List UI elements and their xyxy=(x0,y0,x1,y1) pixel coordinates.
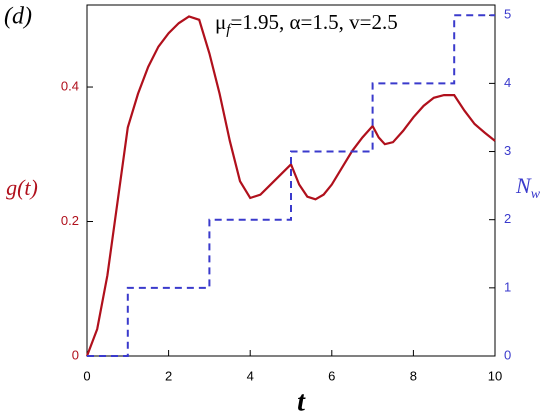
series-line xyxy=(85,15,496,357)
annotation-sub: f xyxy=(226,22,232,38)
y-tick-label: 0 xyxy=(72,347,79,362)
y2-tick-label: 3 xyxy=(504,143,511,158)
y2-tick-label: 2 xyxy=(504,211,511,226)
annotation-part: =1.95, α=1.5, v=2.5 xyxy=(230,10,397,34)
series-line xyxy=(87,14,495,357)
y-tick-label: 0.2 xyxy=(61,213,79,228)
plot-frame xyxy=(86,4,496,357)
y2-tick-label: 4 xyxy=(504,75,511,90)
annotation-part: μ xyxy=(215,10,226,34)
y2-label-main: N xyxy=(515,173,532,198)
x-tick-label: 0 xyxy=(83,368,90,383)
y-tick-label: 0.4 xyxy=(61,78,79,93)
annotation: μf=1.95, α=1.5, v=2.5 xyxy=(215,10,398,39)
y2-tick-label: 0 xyxy=(504,347,511,362)
x-tick-label: 10 xyxy=(488,368,502,383)
y2-axis-label: Nw xyxy=(515,173,541,202)
x-tick-label: 8 xyxy=(410,368,417,383)
x-axis-label: t xyxy=(297,386,306,417)
y2-label-sub: w xyxy=(531,187,541,202)
x-tick-label: 4 xyxy=(247,368,254,383)
y2-tick-label: 5 xyxy=(504,7,511,22)
x-tick-label: 2 xyxy=(165,368,172,383)
y-axis-label: g(t) xyxy=(6,175,38,200)
y2-tick-label: 1 xyxy=(504,279,511,294)
x-tick-label: 6 xyxy=(328,368,335,383)
chart-title: (d) xyxy=(4,4,32,30)
